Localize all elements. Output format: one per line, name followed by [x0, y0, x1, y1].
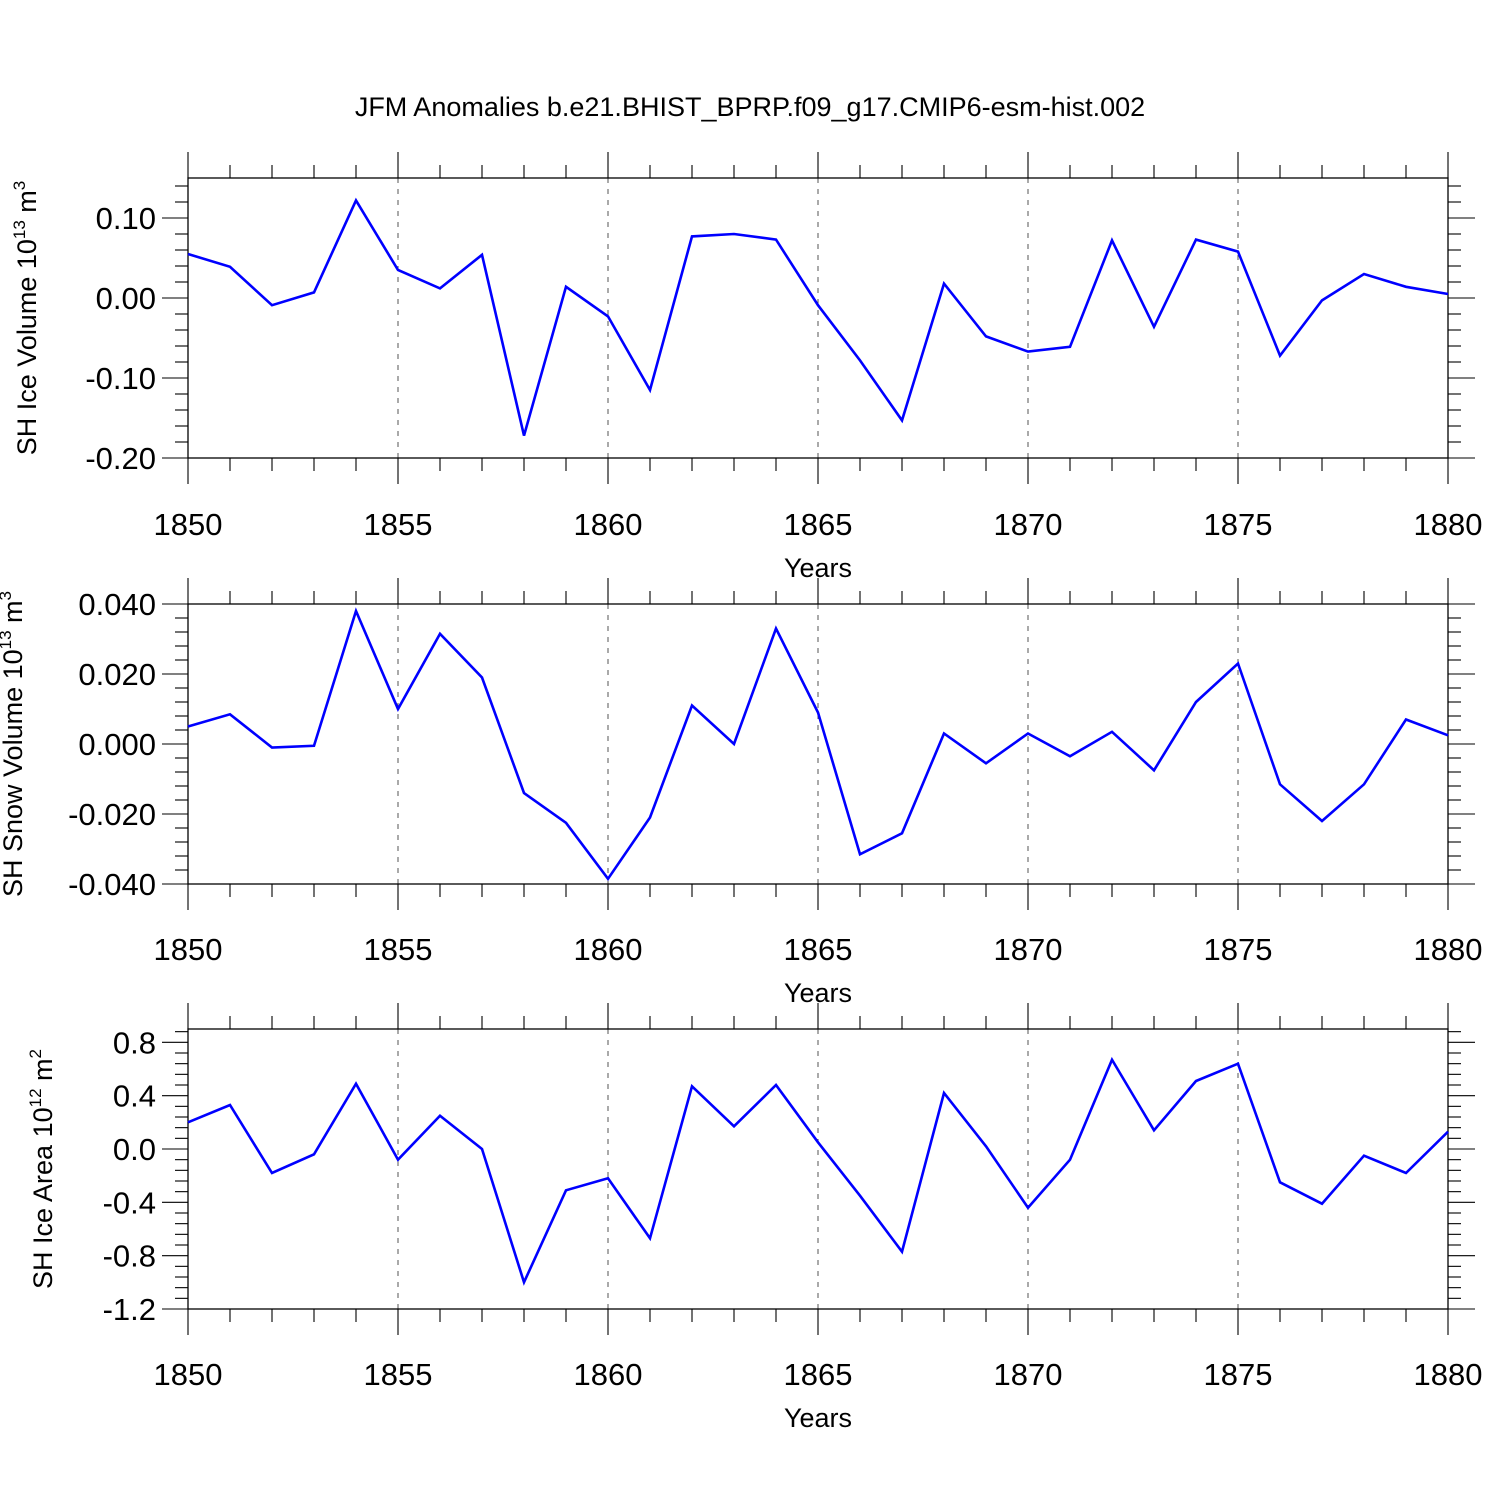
y-tick-label: -0.020 [68, 797, 156, 832]
y-tick-label: -0.8 [103, 1239, 156, 1274]
x-tick-label: 1875 [1204, 1357, 1273, 1392]
x-tick-label: 1850 [154, 932, 223, 967]
y-axis-label-unit-power: 2 [26, 1049, 45, 1058]
y-axis-label-unit: m [0, 600, 28, 630]
panel-ice-volume: -0.20 -0.10 0.00 0.10 1850 1855 1860 1865 1870 18… [10, 152, 1482, 583]
x-tick-label: 1855 [364, 1357, 433, 1392]
x-tick-label: 1850 [154, 1357, 223, 1392]
panel-ice-area: -1.2 -0.8 -0.4 0.0 0.4 0.8 1850 1855 1860 1865 187… [26, 1003, 1482, 1433]
x-axis-label: Years [784, 1403, 852, 1433]
x-tick-label: 1865 [784, 1357, 853, 1392]
x-tick-label: 1860 [574, 932, 643, 967]
y-axis-label-text: SH Ice Area 10 [28, 1107, 58, 1289]
x-tick-label: 1875 [1204, 507, 1273, 542]
panel-snow-volume: -0.040 -0.020 0.000 0.020 0.040 1850 1855 1860 1… [0, 578, 1482, 1008]
x-tick-label: 1870 [994, 1357, 1063, 1392]
y-tick-label: -0.20 [85, 441, 156, 476]
y-tick-label: 0.000 [78, 727, 156, 762]
plot-frame [187, 603, 1449, 885]
y-tick-label: 0.10 [96, 201, 156, 236]
y-tick-label: -1.2 [103, 1292, 156, 1327]
plot-frame [187, 177, 1449, 459]
y-axis-label-text: SH Ice Volume 10 [12, 239, 42, 455]
x-tick-label: 1860 [574, 1357, 643, 1392]
y-tick-label: 0.8 [113, 1025, 156, 1060]
x-tick-label: 1870 [994, 507, 1063, 542]
y-tick-label: 0.4 [113, 1079, 156, 1114]
series-line [187, 197, 1449, 436]
y-axis-label-exponent: 13 [10, 220, 29, 239]
x-tick-label: 1860 [574, 507, 643, 542]
y-axis-label-exponent: 12 [26, 1088, 45, 1107]
y-axis-label: SH Ice Volume 1013 m3 [10, 181, 42, 456]
x-tick-label: 1870 [994, 932, 1063, 967]
series-line [187, 1056, 1449, 1286]
y-tick-label: 0.020 [78, 657, 156, 692]
y-axis-label-unit: m [12, 190, 42, 220]
y-tick-label: 0.0 [113, 1132, 156, 1167]
x-tick-label: 1865 [784, 507, 853, 542]
y-tick-label: 0.040 [78, 587, 156, 622]
y-axis-label: SH Snow Volume 1013 m3 [0, 591, 28, 897]
y-tick-label: -0.10 [85, 361, 156, 396]
y-axis-label-unit: m [28, 1058, 58, 1088]
x-tick-label: 1855 [364, 932, 433, 967]
figure-title: JFM Anomalies b.e21.BHIST_BPRP.f09_g17.C… [355, 92, 1145, 122]
y-axis-label: SH Ice Area 1012 m2 [26, 1049, 58, 1289]
y-tick-label: 0.00 [96, 281, 156, 316]
y-tick-label: -0.4 [103, 1185, 156, 1220]
y-tick-label: -0.040 [68, 867, 156, 902]
series-line [187, 607, 1449, 882]
y-axis-label-exponent: 13 [0, 630, 15, 649]
x-tick-label: 1855 [364, 507, 433, 542]
x-tick-label: 1880 [1414, 1357, 1483, 1392]
plot-frame [187, 1028, 1449, 1310]
y-axis-label-unit-power: 3 [10, 181, 29, 190]
x-tick-label: 1880 [1414, 932, 1483, 967]
y-axis-label-unit-power: 3 [0, 591, 15, 600]
y-axis-label-text: SH Snow Volume 10 [0, 649, 28, 897]
x-tick-label: 1875 [1204, 932, 1273, 967]
x-tick-label: 1880 [1414, 507, 1483, 542]
x-tick-label: 1865 [784, 932, 853, 967]
x-tick-label: 1850 [154, 507, 223, 542]
